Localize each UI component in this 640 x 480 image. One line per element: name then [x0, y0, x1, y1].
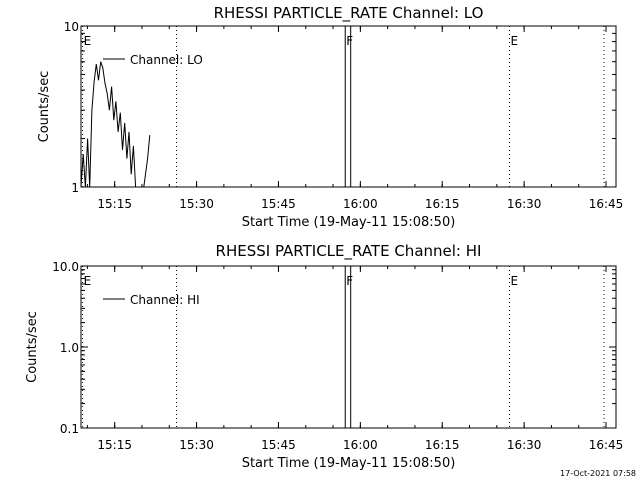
lo-legend-label: Channel: LO	[130, 53, 203, 67]
hi-y-tick-label: 1.0	[60, 341, 79, 355]
lo-x-tick-label: 15:45	[261, 197, 296, 211]
hi-time-marker-label: E	[511, 274, 519, 288]
hi-legend-label: Channel: HI	[130, 293, 200, 307]
hi-x-axis-label: Start Time (19-May-11 15:08:50)	[242, 456, 456, 471]
lo-x-axis-label: Start Time (19-May-11 15:08:50)	[242, 215, 456, 230]
hi-x-tick-label: 16:00	[343, 438, 378, 452]
lo-y-tick-label: 10	[64, 20, 79, 34]
hi-y-axis-label: Counts/sec	[25, 311, 40, 383]
hi-x-tick-label: 15:15	[97, 438, 132, 452]
lo-x-tick-label: 15:15	[97, 197, 132, 211]
lo-chart-title: RHESSI PARTICLE_RATE Channel: LO	[214, 4, 484, 23]
lo-x-tick-label: 16:00	[343, 197, 378, 211]
hi-x-tick-label: 16:15	[425, 438, 460, 452]
hi-y-tick-label: 10.0	[52, 260, 79, 274]
plot-timestamp: 17-Oct-2021 07:58	[560, 469, 636, 478]
lo-x-tick-label: 16:30	[507, 197, 542, 211]
hi-time-marker-label: F	[346, 274, 353, 288]
lo-time-marker-label: F	[346, 34, 353, 48]
lo-x-tick-label: 16:45	[589, 197, 624, 211]
hi-x-tick-label: 16:45	[589, 438, 624, 452]
lo-y-axis-label: Counts/sec	[37, 71, 52, 143]
lo-y-tick-label: 1	[71, 181, 79, 195]
lo-time-marker-label: E	[511, 34, 519, 48]
lo-x-tick-label: 15:30	[179, 197, 214, 211]
lo-x-tick-label: 16:15	[425, 197, 460, 211]
lo-channel-panel: RHESSI PARTICLE_RATE Channel: LO 15:15 15:…	[37, 4, 623, 230]
lo-time-marker-label: E	[84, 34, 92, 48]
hi-x-tick-label: 15:45	[261, 438, 296, 452]
hi-time-marker-label: E	[84, 274, 92, 288]
hi-x-tick-label: 16:30	[507, 438, 542, 452]
lo-plot-frame	[80, 25, 617, 188]
hi-channel-panel: RHESSI PARTICLE_RATE Channel: HI 15:15 15:…	[25, 242, 623, 471]
hi-x-tick-label: 15:30	[179, 438, 214, 452]
lo-series-line	[81, 61, 151, 187]
hi-chart-title: RHESSI PARTICLE_RATE Channel: HI	[216, 242, 482, 261]
hi-y-tick-label: 0.1	[60, 422, 79, 436]
